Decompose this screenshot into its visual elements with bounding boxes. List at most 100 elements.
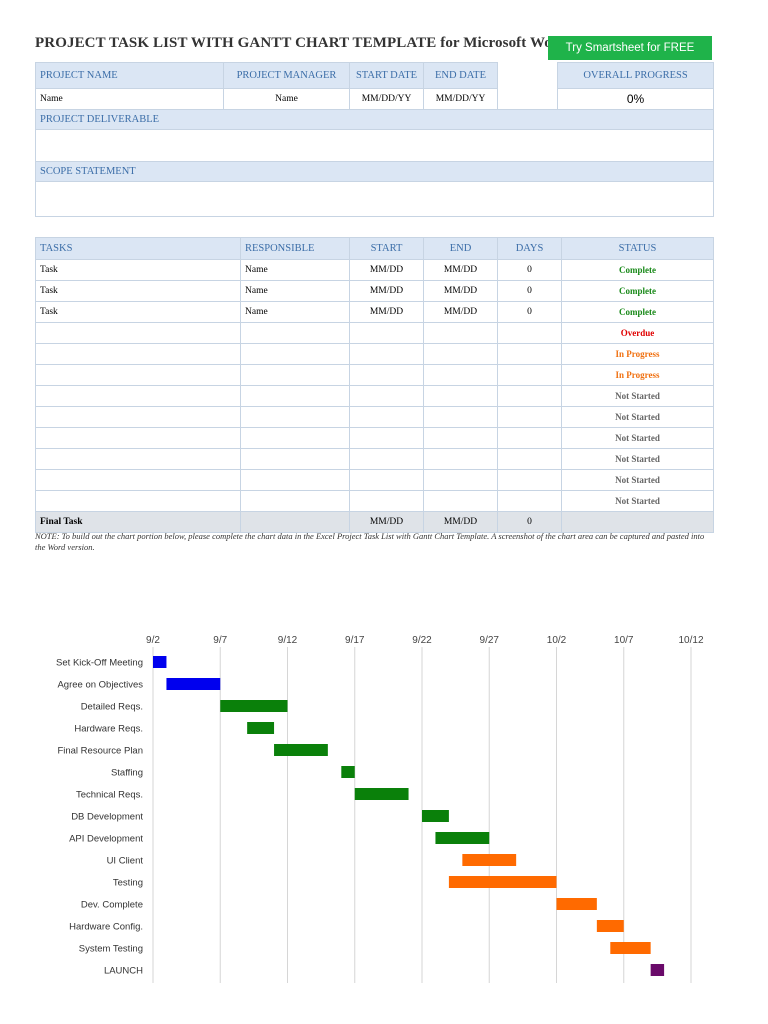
task-start-cell[interactable] <box>349 427 424 449</box>
task-name-cell[interactable] <box>35 469 241 491</box>
project-manager-value[interactable]: Name <box>223 88 350 110</box>
task-label: UI Client <box>107 856 144 867</box>
task-name-cell[interactable] <box>35 427 241 449</box>
task-responsible-cell[interactable] <box>240 364 350 386</box>
task-status-cell[interactable]: Complete <box>561 301 714 323</box>
task-status-cell[interactable]: Not Started <box>561 385 714 407</box>
task-start-cell[interactable] <box>349 469 424 491</box>
task-name-cell[interactable] <box>35 406 241 428</box>
task-start-cell[interactable] <box>349 448 424 470</box>
task-name-cell[interactable] <box>35 364 241 386</box>
gantt-bar <box>650 964 665 976</box>
task-name-cell[interactable] <box>35 448 241 470</box>
end-date-value[interactable]: MM/DD/YY <box>423 88 498 110</box>
task-name-cell[interactable]: Task <box>35 280 241 302</box>
task-start-cell[interactable]: MM/DD <box>349 280 424 302</box>
task-responsible-cell[interactable] <box>240 490 350 512</box>
task-name-cell[interactable] <box>35 322 241 344</box>
task-end-cell[interactable] <box>423 490 498 512</box>
gantt-bar <box>462 854 517 866</box>
task-end-cell[interactable]: MM/DD <box>423 301 498 323</box>
task-start-cell[interactable] <box>349 364 424 386</box>
task-responsible-cell[interactable]: Name <box>240 280 350 302</box>
task-end-cell[interactable] <box>423 343 498 365</box>
task-start-cell[interactable]: MM/DD <box>349 301 424 323</box>
task-days-cell[interactable] <box>497 322 562 344</box>
task-end-cell[interactable] <box>423 427 498 449</box>
overall-progress-header: OVERALL PROGRESS <box>557 62 714 89</box>
task-days-cell[interactable] <box>497 406 562 428</box>
task-responsible-cell[interactable]: Name <box>240 301 350 323</box>
task-end-cell[interactable] <box>423 406 498 428</box>
project-deliverable-field[interactable] <box>35 129 714 162</box>
scope-statement-label: SCOPE STATEMENT <box>35 161 714 182</box>
task-name-cell[interactable] <box>35 490 241 512</box>
task-responsible-cell[interactable] <box>240 406 350 428</box>
task-status-cell[interactable]: Not Started <box>561 490 714 512</box>
task-responsible-cell[interactable] <box>240 322 350 344</box>
final-task-end: MM/DD <box>423 511 498 533</box>
task-end-cell[interactable]: MM/DD <box>423 259 498 281</box>
task-status-cell[interactable]: Overdue <box>561 322 714 344</box>
task-name-cell[interactable]: Task <box>35 259 241 281</box>
project-name-value[interactable]: Name <box>35 88 224 110</box>
task-start-cell[interactable] <box>349 385 424 407</box>
task-responsible-cell[interactable] <box>240 469 350 491</box>
task-responsible-cell[interactable] <box>240 427 350 449</box>
task-days-cell[interactable]: 0 <box>497 259 562 281</box>
gantt-bar <box>274 744 328 756</box>
start-date-value[interactable]: MM/DD/YY <box>349 88 424 110</box>
gantt-bar <box>220 700 288 712</box>
scope-statement-field[interactable] <box>35 181 714 217</box>
task-list-table: TASKS RESPONSIBLE START END DAYS STATUS … <box>35 237 714 533</box>
task-days-cell[interactable] <box>497 385 562 407</box>
task-status-cell[interactable]: In Progress <box>561 343 714 365</box>
task-end-cell[interactable] <box>423 322 498 344</box>
gantt-bar <box>422 810 449 822</box>
spacer-cell <box>497 62 558 89</box>
overall-progress-value[interactable]: 0% <box>557 88 714 110</box>
task-responsible-cell[interactable] <box>240 343 350 365</box>
task-responsible-cell[interactable] <box>240 448 350 470</box>
task-name-cell[interactable] <box>35 343 241 365</box>
task-label: DB Development <box>71 812 143 823</box>
task-responsible-cell[interactable]: Name <box>240 259 350 281</box>
final-task-name: Final Task <box>35 511 241 533</box>
task-label: System Testing <box>79 944 143 955</box>
task-status-cell[interactable]: Not Started <box>561 406 714 428</box>
task-days-cell[interactable] <box>497 469 562 491</box>
task-label: Staffing <box>111 768 143 779</box>
task-status-cell[interactable]: Not Started <box>561 469 714 491</box>
task-days-cell[interactable]: 0 <box>497 280 562 302</box>
task-days-cell[interactable] <box>497 490 562 512</box>
gantt-bar <box>247 722 275 734</box>
task-label: Hardware Reqs. <box>74 724 143 735</box>
task-days-cell[interactable] <box>497 427 562 449</box>
task-status-cell[interactable]: Not Started <box>561 448 714 470</box>
task-name-cell[interactable] <box>35 385 241 407</box>
task-start-cell[interactable] <box>349 343 424 365</box>
days-header: DAYS <box>497 237 562 260</box>
task-start-cell[interactable] <box>349 406 424 428</box>
final-task-status <box>561 511 714 533</box>
task-days-cell[interactable]: 0 <box>497 301 562 323</box>
task-days-cell[interactable] <box>497 364 562 386</box>
task-end-cell[interactable] <box>423 385 498 407</box>
end-date-header: END DATE <box>423 62 498 89</box>
task-end-cell[interactable] <box>423 469 498 491</box>
task-responsible-cell[interactable] <box>240 385 350 407</box>
task-start-cell[interactable] <box>349 322 424 344</box>
task-status-cell[interactable]: Not Started <box>561 427 714 449</box>
task-status-cell[interactable]: Complete <box>561 280 714 302</box>
task-start-cell[interactable] <box>349 490 424 512</box>
task-end-cell[interactable]: MM/DD <box>423 280 498 302</box>
task-name-cell[interactable]: Task <box>35 301 241 323</box>
try-smartsheet-button[interactable]: Try Smartsheet for FREE <box>548 36 712 60</box>
task-status-cell[interactable]: In Progress <box>561 364 714 386</box>
task-status-cell[interactable]: Complete <box>561 259 714 281</box>
task-start-cell[interactable]: MM/DD <box>349 259 424 281</box>
task-end-cell[interactable] <box>423 448 498 470</box>
task-days-cell[interactable] <box>497 343 562 365</box>
task-end-cell[interactable] <box>423 364 498 386</box>
task-days-cell[interactable] <box>497 448 562 470</box>
